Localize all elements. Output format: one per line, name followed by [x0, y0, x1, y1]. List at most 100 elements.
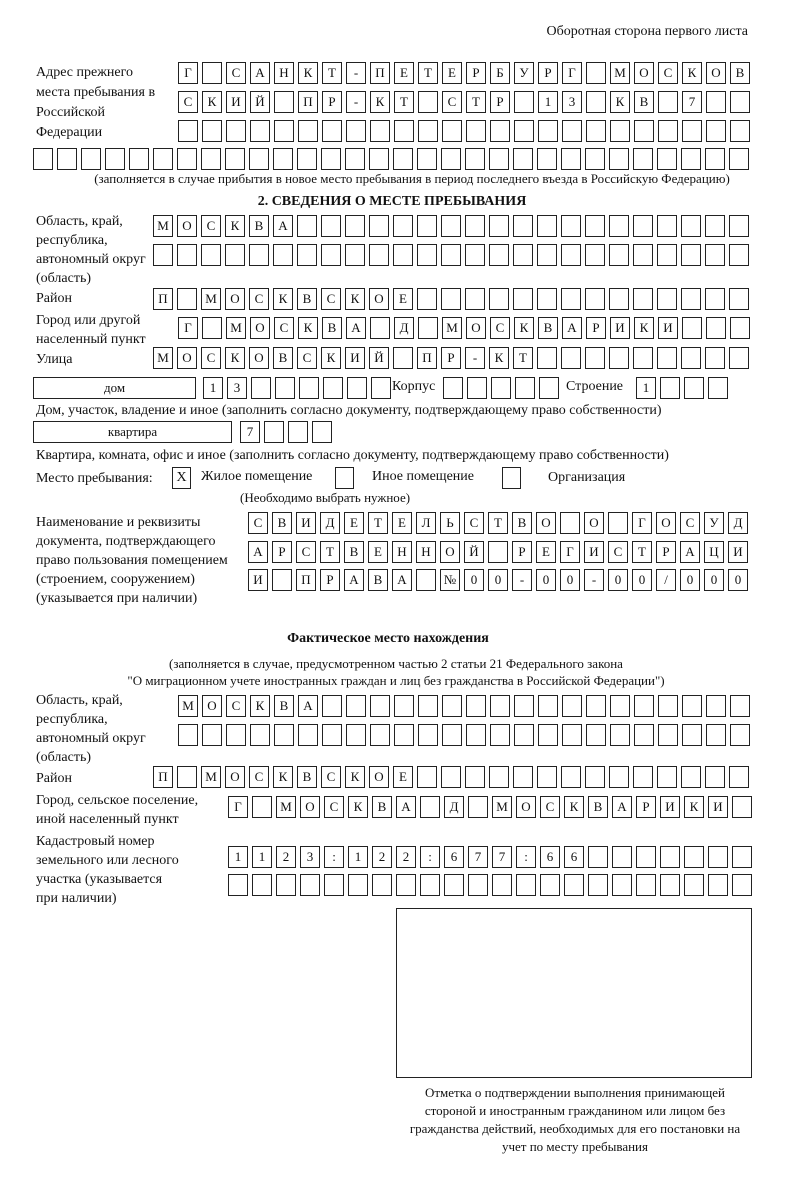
char-cell[interactable] — [682, 120, 702, 142]
char-cell[interactable]: В — [634, 91, 654, 113]
char-cell[interactable]: О — [634, 62, 654, 84]
char-cell[interactable] — [660, 846, 680, 868]
char-cell[interactable] — [418, 724, 438, 746]
char-cell[interactable] — [345, 215, 365, 237]
char-cell[interactable] — [465, 215, 485, 237]
char-cell[interactable] — [513, 244, 533, 266]
char-cell[interactable] — [538, 695, 558, 717]
char-cell[interactable] — [321, 215, 341, 237]
char-cell[interactable] — [393, 148, 413, 170]
char-cell[interactable]: Ц — [704, 541, 724, 563]
char-cell[interactable]: Е — [393, 288, 413, 310]
char-cell[interactable]: О — [202, 695, 222, 717]
char-cell[interactable]: Н — [392, 541, 412, 563]
char-cell[interactable]: С — [608, 541, 628, 563]
char-cell[interactable]: А — [562, 317, 582, 339]
char-cell[interactable] — [585, 244, 605, 266]
char-cell[interactable]: 2 — [372, 846, 392, 868]
char-cell[interactable]: К — [250, 695, 270, 717]
char-cell[interactable]: О — [177, 347, 197, 369]
char-cell[interactable]: П — [296, 569, 316, 591]
char-cell[interactable] — [658, 91, 678, 113]
char-cell[interactable] — [417, 148, 437, 170]
char-cell[interactable] — [513, 766, 533, 788]
char-cell[interactable]: О — [369, 288, 389, 310]
char-cell[interactable] — [514, 724, 534, 746]
char-cell[interactable] — [417, 215, 437, 237]
char-cell[interactable] — [562, 120, 582, 142]
char-cell[interactable] — [251, 377, 271, 399]
char-cell[interactable]: 7 — [492, 846, 512, 868]
char-cell[interactable] — [489, 288, 509, 310]
char-cell[interactable]: - — [465, 347, 485, 369]
char-cell[interactable]: Р — [322, 91, 342, 113]
char-cell[interactable] — [345, 148, 365, 170]
char-cell[interactable]: О — [656, 512, 676, 534]
char-cell[interactable] — [488, 541, 508, 563]
char-cell[interactable]: С — [249, 288, 269, 310]
char-cell[interactable]: 0 — [464, 569, 484, 591]
char-cell[interactable] — [370, 695, 390, 717]
char-cell[interactable] — [465, 244, 485, 266]
char-cell[interactable] — [312, 421, 332, 443]
char-cell[interactable]: К — [370, 91, 390, 113]
char-cell[interactable] — [225, 244, 245, 266]
char-cell[interactable] — [298, 120, 318, 142]
char-cell[interactable]: Е — [393, 766, 413, 788]
char-cell[interactable]: Й — [250, 91, 270, 113]
char-cell[interactable]: А — [392, 569, 412, 591]
char-cell[interactable] — [441, 288, 461, 310]
char-cell[interactable] — [465, 766, 485, 788]
char-cell[interactable] — [393, 244, 413, 266]
char-cell[interactable] — [249, 148, 269, 170]
char-cell[interactable] — [585, 215, 605, 237]
char-cell[interactable] — [250, 120, 270, 142]
char-cell[interactable] — [633, 215, 653, 237]
char-cell[interactable] — [633, 766, 653, 788]
char-cell[interactable]: П — [370, 62, 390, 84]
char-cell[interactable] — [612, 874, 632, 896]
char-cell[interactable]: К — [345, 288, 365, 310]
char-cell[interactable]: О — [369, 766, 389, 788]
char-cell[interactable]: Т — [466, 91, 486, 113]
char-cell[interactable] — [297, 148, 317, 170]
char-cell[interactable]: О — [706, 62, 726, 84]
char-cell[interactable] — [228, 874, 248, 896]
char-cell[interactable]: Т — [632, 541, 652, 563]
char-cell[interactable] — [515, 377, 535, 399]
char-cell[interactable]: В — [344, 541, 364, 563]
char-cell[interactable]: Т — [488, 512, 508, 534]
char-cell[interactable] — [489, 244, 509, 266]
char-cell[interactable] — [322, 695, 342, 717]
char-cell[interactable] — [681, 347, 701, 369]
char-cell[interactable] — [681, 148, 701, 170]
char-cell[interactable] — [585, 766, 605, 788]
char-cell[interactable]: О — [300, 796, 320, 818]
char-cell[interactable] — [201, 148, 221, 170]
char-cell[interactable]: 7 — [682, 91, 702, 113]
char-cell[interactable] — [372, 874, 392, 896]
char-cell[interactable]: У — [514, 62, 534, 84]
char-cell[interactable]: Р — [586, 317, 606, 339]
char-cell[interactable] — [202, 724, 222, 746]
char-cell[interactable]: 3 — [562, 91, 582, 113]
char-cell[interactable] — [297, 215, 317, 237]
char-cell[interactable]: К — [298, 317, 318, 339]
char-cell[interactable] — [322, 724, 342, 746]
char-cell[interactable]: Е — [392, 512, 412, 534]
char-cell[interactable] — [657, 244, 677, 266]
char-cell[interactable]: 0 — [728, 569, 748, 591]
char-cell[interactable] — [273, 244, 293, 266]
char-cell[interactable] — [288, 421, 308, 443]
char-cell[interactable]: Д — [394, 317, 414, 339]
char-cell[interactable]: С — [296, 541, 316, 563]
char-cell[interactable] — [561, 148, 581, 170]
char-cell[interactable]: М — [226, 317, 246, 339]
char-cell[interactable] — [346, 695, 366, 717]
char-cell[interactable] — [633, 347, 653, 369]
char-cell[interactable] — [708, 377, 728, 399]
char-cell[interactable] — [608, 512, 628, 534]
char-cell[interactable] — [321, 148, 341, 170]
char-cell[interactable] — [442, 724, 462, 746]
char-cell[interactable]: 0 — [680, 569, 700, 591]
